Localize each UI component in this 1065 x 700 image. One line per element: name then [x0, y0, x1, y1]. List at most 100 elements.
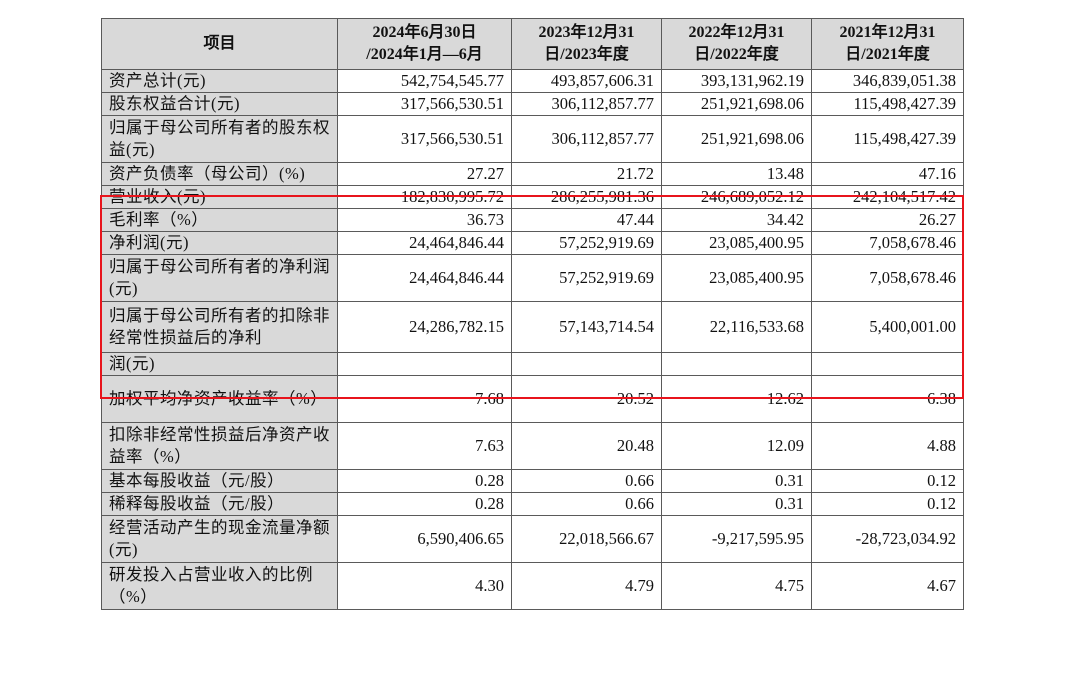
- column-header-2023: 2023年12月31 日/2023年度: [511, 18, 662, 70]
- table-row: 归属于母公司所有者的扣除非经常性损益后的净利 24,286,782.15 57,…: [101, 301, 964, 353]
- table-cell: 286,255,981.36: [511, 185, 662, 209]
- table-cell: 493,857,606.31: [511, 69, 662, 93]
- table-cell: 0.12: [811, 469, 964, 493]
- table-cell: 0.66: [511, 469, 662, 493]
- table-cell: 20.52: [511, 375, 662, 423]
- table-cell: 36.73: [337, 208, 512, 232]
- row-label-total-equity: 股东权益合计(元): [101, 92, 338, 116]
- column-header-2022: 2022年12月31 日/2022年度: [661, 18, 812, 70]
- table-cell: 0.28: [337, 492, 512, 516]
- table-cell: 393,131,962.19: [661, 69, 812, 93]
- column-header-2024h1: 2024年6月30日/2024年1月—6月: [337, 18, 512, 70]
- table-cell: 317,566,530.51: [337, 115, 512, 163]
- row-label-parent-net-profit: 归属于母公司所有者的净利润(元): [101, 254, 338, 302]
- table-row: 股东权益合计(元) 317,566,530.51 306,112,857.77 …: [101, 92, 964, 116]
- table-cell: 6,590,406.65: [337, 515, 512, 563]
- table-header-row: 项目 2024年6月30日/2024年1月—6月 2023年12月31 日/202…: [101, 18, 964, 70]
- table-cell: 317,566,530.51: [337, 92, 512, 116]
- table-row: 资产负债率（母公司）(%) 27.27 21.72 13.48 47.16: [101, 162, 964, 186]
- table-cell: 24,464,846.44: [337, 231, 512, 255]
- column-header-2021: 2021年12月31 日/2021年度: [811, 18, 964, 70]
- table-cell: 7.68: [337, 375, 512, 423]
- table-row: 归属于母公司所有者的净利润(元) 24,464,846.44 57,252,91…: [101, 254, 964, 302]
- table-row: 经营活动产生的现金流量净额(元) 6,590,406.65 22,018,566…: [101, 515, 964, 563]
- table-cell: 57,252,919.69: [511, 254, 662, 302]
- table-row: 资产总计(元) 542,754,545.77 493,857,606.31 39…: [101, 69, 964, 93]
- table-cell: 346,839,051.38: [811, 69, 964, 93]
- table-row: 营业收入(元) 182,830,995.72 286,255,981.36 24…: [101, 185, 964, 209]
- table-cell: [337, 352, 512, 376]
- table-cell: 4.75: [661, 562, 812, 610]
- table-cell: 24,464,846.44: [337, 254, 512, 302]
- table-row: 加权平均净资产收益率（%） 7.68 20.52 12.62 6.38: [101, 375, 964, 423]
- table-cell: 115,498,427.39: [811, 92, 964, 116]
- table-cell: 4.88: [811, 422, 964, 470]
- table-cell: 0.28: [337, 469, 512, 493]
- row-label-total-assets: 资产总计(元): [101, 69, 338, 93]
- table-cell: 4.79: [511, 562, 662, 610]
- table-cell: 182,830,995.72: [337, 185, 512, 209]
- table-cell: 246,689,052.12: [661, 185, 812, 209]
- table-cell: 21.72: [511, 162, 662, 186]
- table-cell: 12.62: [661, 375, 812, 423]
- table-cell: 306,112,857.77: [511, 115, 662, 163]
- table-cell: 7,058,678.46: [811, 231, 964, 255]
- row-label-deducted-roe: 扣除非经常性损益后净资产收益率（%）: [101, 422, 338, 470]
- table-cell: 5,400,001.00: [811, 301, 964, 353]
- row-label-net-profit: 净利润(元): [101, 231, 338, 255]
- row-label-basic-eps: 基本每股收益（元/股）: [101, 469, 338, 493]
- table-cell: 4.67: [811, 562, 964, 610]
- table-cell: 20.48: [511, 422, 662, 470]
- table-cell: 22,116,533.68: [661, 301, 812, 353]
- table-cell: 0.31: [661, 492, 812, 516]
- table-cell: 4.30: [337, 562, 512, 610]
- table-cell: 115,498,427.39: [811, 115, 964, 163]
- table-cell: 7,058,678.46: [811, 254, 964, 302]
- table-cell: 7.63: [337, 422, 512, 470]
- table-cell: 23,085,400.95: [661, 231, 812, 255]
- row-label-rd-ratio: 研发投入占营业收入的比例（%）: [101, 562, 338, 610]
- table-cell: 306,112,857.77: [511, 92, 662, 116]
- table-cell: 6.38: [811, 375, 964, 423]
- row-label-diluted-eps: 稀释每股收益（元/股）: [101, 492, 338, 516]
- row-label-debt-ratio: 资产负债率（母公司）(%): [101, 162, 338, 186]
- financial-summary-table: 项目 2024年6月30日/2024年1月—6月 2023年12月31 日/202…: [101, 18, 964, 610]
- table-cell: 242,104,517.42: [811, 185, 964, 209]
- table-cell: 26.27: [811, 208, 964, 232]
- table-cell: 27.27: [337, 162, 512, 186]
- row-label-revenue: 营业收入(元): [101, 185, 338, 209]
- table-row: 基本每股收益（元/股） 0.28 0.66 0.31 0.12: [101, 469, 964, 493]
- table-cell: -9,217,595.95: [661, 515, 812, 563]
- table-cell: 251,921,698.06: [661, 115, 812, 163]
- row-label-deducted-net-profit: 归属于母公司所有者的扣除非经常性损益后的净利: [101, 301, 338, 353]
- table-cell: 47.44: [511, 208, 662, 232]
- table-cell: -28,723,034.92: [811, 515, 964, 563]
- table-cell: 23,085,400.95: [661, 254, 812, 302]
- row-label-parent-equity: 归属于母公司所有者的股东权益(元): [101, 115, 338, 163]
- table-row: 研发投入占营业收入的比例（%） 4.30 4.79 4.75 4.67: [101, 562, 964, 610]
- column-header-item: 项目: [101, 18, 338, 70]
- table-cell: 57,252,919.69: [511, 231, 662, 255]
- table-cell: 12.09: [661, 422, 812, 470]
- row-label-weighted-roe: 加权平均净资产收益率（%）: [101, 375, 338, 423]
- table-row: 净利润(元) 24,464,846.44 57,252,919.69 23,08…: [101, 231, 964, 255]
- table-cell: [811, 352, 964, 376]
- financial-table-container: 项目 2024年6月30日/2024年1月—6月 2023年12月31 日/202…: [101, 18, 964, 610]
- table-row: 毛利率（%） 36.73 47.44 34.42 26.27: [101, 208, 964, 232]
- table-cell: 0.66: [511, 492, 662, 516]
- table-cell: 24,286,782.15: [337, 301, 512, 353]
- table-cell: [661, 352, 812, 376]
- table-cell: 0.31: [661, 469, 812, 493]
- row-label-gross-margin: 毛利率（%）: [101, 208, 338, 232]
- table-cell: 34.42: [661, 208, 812, 232]
- table-cell: 57,143,714.54: [511, 301, 662, 353]
- table-row: 润(元): [101, 352, 964, 376]
- table-cell: 13.48: [661, 162, 812, 186]
- table-cell: 0.12: [811, 492, 964, 516]
- table-cell: 542,754,545.77: [337, 69, 512, 93]
- table-cell: 251,921,698.06: [661, 92, 812, 116]
- table-row: 稀释每股收益（元/股） 0.28 0.66 0.31 0.12: [101, 492, 964, 516]
- table-row: 扣除非经常性损益后净资产收益率（%） 7.63 20.48 12.09 4.88: [101, 422, 964, 470]
- table-row: 归属于母公司所有者的股东权益(元) 317,566,530.51 306,112…: [101, 115, 964, 163]
- row-label-deducted-net-profit-cont: 润(元): [101, 352, 338, 376]
